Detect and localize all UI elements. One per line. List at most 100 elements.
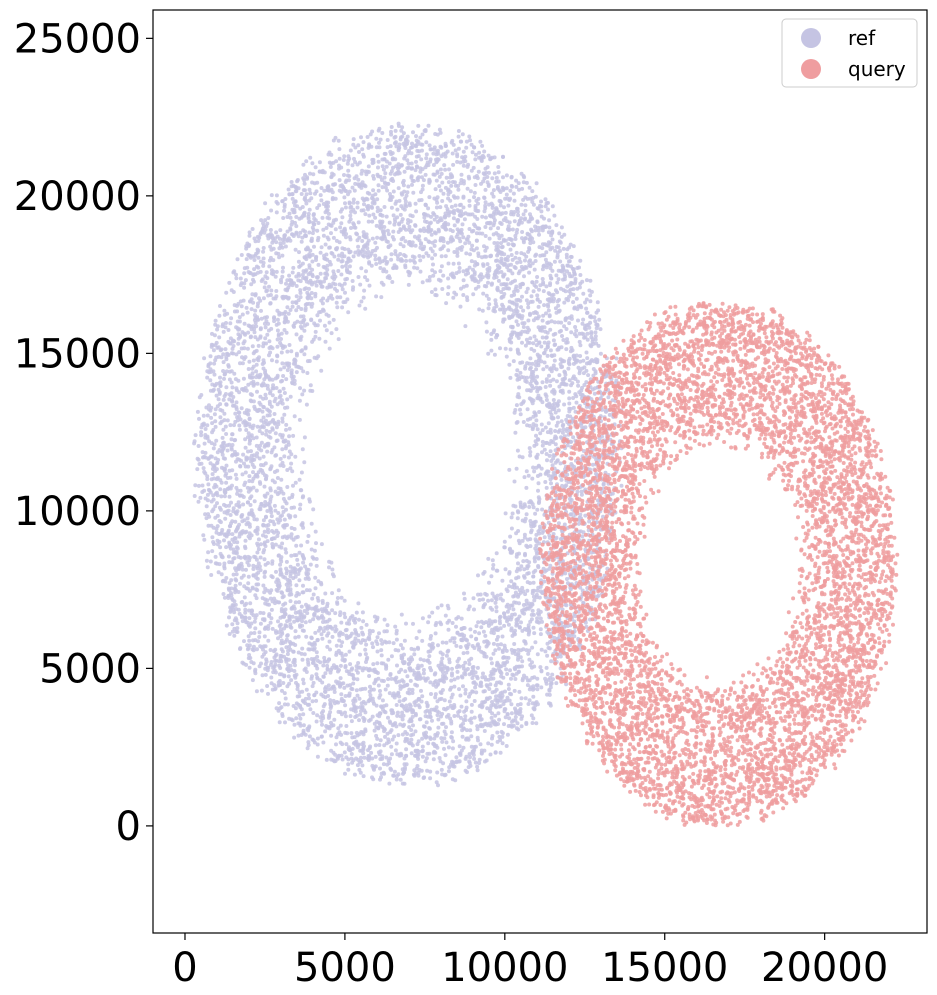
point <box>346 256 351 261</box>
point <box>389 752 394 757</box>
point <box>360 610 365 615</box>
point <box>234 400 239 405</box>
point <box>409 751 414 756</box>
point <box>307 207 312 212</box>
point <box>246 581 251 586</box>
point <box>354 174 359 179</box>
point <box>403 669 408 674</box>
point <box>263 280 268 285</box>
point <box>418 269 423 274</box>
point <box>289 461 294 466</box>
point <box>253 335 258 340</box>
point <box>246 574 251 579</box>
point <box>265 449 270 454</box>
point <box>275 328 280 333</box>
point <box>246 270 251 274</box>
point <box>307 286 311 291</box>
point <box>564 347 569 352</box>
point <box>302 328 307 333</box>
point <box>327 565 331 570</box>
point <box>550 204 555 209</box>
point <box>454 234 459 239</box>
point <box>484 320 489 325</box>
point <box>530 476 535 481</box>
point <box>571 244 576 249</box>
point <box>567 362 572 367</box>
point <box>460 734 465 739</box>
point <box>228 609 233 614</box>
point <box>262 493 267 498</box>
point <box>595 358 600 362</box>
point <box>379 653 384 658</box>
point <box>540 277 545 281</box>
point <box>521 240 526 245</box>
point <box>378 766 382 771</box>
point <box>472 607 476 612</box>
point <box>322 323 327 328</box>
point <box>226 554 231 559</box>
point <box>361 774 366 779</box>
point <box>338 613 342 618</box>
point <box>523 208 528 213</box>
point <box>383 687 388 692</box>
point <box>201 421 206 426</box>
point <box>281 509 286 514</box>
point <box>489 715 494 720</box>
point <box>500 634 505 639</box>
point <box>351 200 356 205</box>
point <box>346 247 351 252</box>
point <box>281 374 286 378</box>
points-layer <box>192 121 900 828</box>
point <box>437 697 442 702</box>
point <box>292 208 297 212</box>
point <box>557 329 562 334</box>
point <box>294 215 299 219</box>
point <box>289 349 294 354</box>
point <box>468 138 473 143</box>
point <box>337 147 342 152</box>
point <box>325 626 330 631</box>
point <box>539 422 544 427</box>
point <box>548 327 553 332</box>
point <box>315 736 320 741</box>
point <box>357 696 362 701</box>
point <box>249 282 254 287</box>
point <box>391 229 396 234</box>
point <box>227 468 232 473</box>
point <box>221 456 226 461</box>
point <box>531 706 536 711</box>
point <box>463 324 468 329</box>
point <box>508 375 513 380</box>
point <box>479 625 484 630</box>
point <box>266 530 271 535</box>
point <box>517 689 522 694</box>
point <box>569 345 574 350</box>
point <box>296 259 301 264</box>
point <box>494 244 499 249</box>
point <box>540 335 545 340</box>
point <box>449 235 454 240</box>
point <box>539 647 544 652</box>
point <box>418 169 423 174</box>
point <box>278 568 283 573</box>
point <box>238 276 243 281</box>
point <box>321 629 326 634</box>
point <box>246 534 251 539</box>
point <box>199 430 204 435</box>
point <box>206 362 211 367</box>
point <box>267 339 272 344</box>
point <box>589 289 594 294</box>
point <box>357 718 361 723</box>
point <box>280 447 285 452</box>
point <box>218 421 223 426</box>
point <box>264 514 268 519</box>
point <box>289 532 294 537</box>
point <box>593 330 598 335</box>
point <box>274 359 279 364</box>
point <box>533 519 538 524</box>
point <box>244 305 249 310</box>
point <box>399 667 404 672</box>
point <box>254 488 259 493</box>
point <box>503 615 508 620</box>
point <box>447 167 451 172</box>
